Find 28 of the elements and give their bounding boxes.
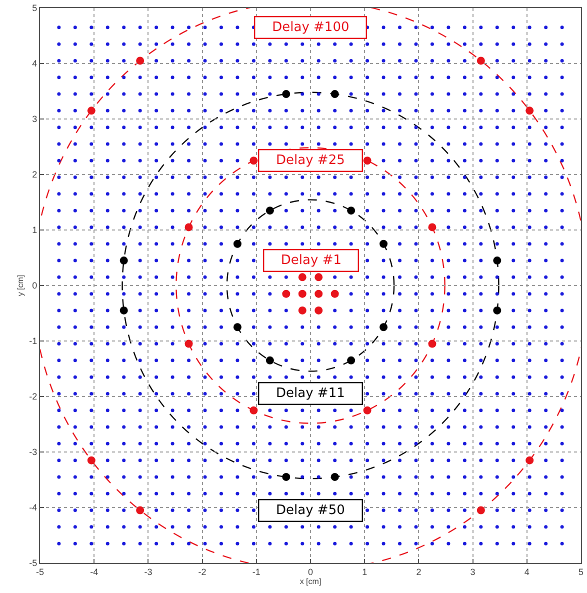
x-tick-label: -1 <box>252 566 260 577</box>
y-tick-label: -2 <box>29 392 38 402</box>
y-axis-title: y [cm] <box>16 274 25 296</box>
y-tick-label: 1 <box>32 225 38 236</box>
x-tick-label: 2 <box>416 566 422 577</box>
x-tick-label: 0 <box>308 566 314 577</box>
y-tick-label: 0 <box>32 280 38 291</box>
annotation: Delay #100 <box>272 20 350 36</box>
y-tick-label: 2 <box>32 170 38 180</box>
x-axis-title: x [cm] <box>300 576 322 586</box>
y-tick-label: -5 <box>29 558 38 568</box>
annotation: Delay #11 <box>276 386 345 402</box>
x-tick-label: 1 <box>362 566 368 577</box>
x-tick-label: -3 <box>144 566 152 577</box>
annotation: Delay #50 <box>276 503 345 518</box>
x-tick-label: -4 <box>90 566 98 577</box>
x-tick-label: 4 <box>524 566 530 577</box>
x-tick-label: -2 <box>198 566 206 577</box>
y-tick-label: 4 <box>32 58 38 69</box>
annotation: Delay #1 <box>280 253 342 268</box>
x-tick-label: 5 <box>578 566 584 577</box>
x-tick-label: 3 <box>470 566 476 577</box>
y-tick-label: -1 <box>29 336 38 346</box>
y-tick-label: 3 <box>32 114 38 124</box>
y-tick-label: -4 <box>29 502 38 513</box>
annotation: Delay #25 <box>276 153 345 168</box>
y-tick-label: 5 <box>32 3 38 14</box>
y-tick-label: -3 <box>29 447 38 458</box>
